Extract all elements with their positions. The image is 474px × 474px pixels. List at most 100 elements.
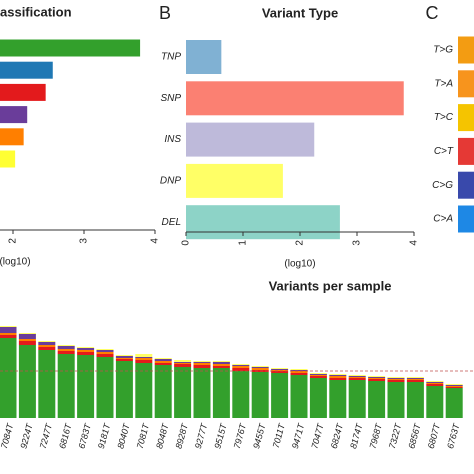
x-tick-label: 2: [295, 240, 306, 246]
bar-segment: [329, 374, 347, 375]
bar-segment: [96, 349, 114, 350]
bar-segment: [154, 359, 172, 361]
category-label: C>A: [433, 214, 453, 225]
sample-label: 9471T: [290, 421, 307, 450]
category-label: C>G: [432, 180, 453, 191]
bar-segment: [368, 381, 386, 418]
bar-segment: [212, 368, 230, 418]
sample-label: 9515T: [212, 421, 229, 450]
bar-segment: [406, 382, 424, 418]
bar-segment: [154, 363, 172, 365]
sample-label: 7084T: [0, 421, 16, 450]
x-tick-label: 0: [181, 240, 192, 246]
bar-segment: [309, 375, 327, 376]
sample-label: 9455T: [251, 421, 268, 450]
x-tick-label: 3: [79, 238, 90, 244]
bar-segment: [426, 382, 444, 383]
sample-label: 6783T: [77, 421, 94, 450]
bar: [0, 128, 24, 146]
bar-segment: [232, 366, 250, 368]
bar-segment: [232, 365, 250, 366]
bar-segment: [38, 342, 56, 345]
bar: [0, 106, 28, 124]
bar-segment: [0, 327, 17, 333]
bar-segment: [154, 358, 172, 359]
bar-segment: [445, 386, 463, 387]
category-label: C>T: [434, 146, 454, 157]
bar-segment: [193, 365, 211, 368]
bar-segment: [212, 364, 230, 366]
bar-segment: [212, 366, 230, 368]
panel-title: Variant Type: [262, 5, 338, 20]
bar-segment: [38, 347, 56, 350]
bar-segment: [57, 349, 75, 351]
bar-segment: [290, 369, 308, 370]
sample-label: 8174T: [348, 421, 365, 450]
bar-segment: [348, 375, 366, 376]
bar-segment: [309, 373, 327, 374]
sample-label: 7011T: [271, 421, 287, 449]
x-tick-label: 1: [238, 240, 249, 246]
bar-segment: [368, 378, 386, 379]
bar-segment: [251, 367, 269, 368]
category-label: INS: [164, 134, 181, 145]
bar-segment: [426, 386, 444, 418]
bar-segment: [96, 354, 114, 357]
bar-segment: [251, 366, 269, 367]
bar-segment: [368, 376, 386, 377]
bar-segment: [329, 378, 347, 380]
bar: [458, 205, 474, 233]
x-axis-label: (log10): [0, 257, 31, 268]
bar-segment: [426, 381, 444, 382]
bar-segment: [135, 357, 153, 358]
panel-label: B: [159, 3, 171, 23]
bar-segment: [174, 363, 192, 364]
bar-segment: [38, 350, 56, 418]
bar-segment: [387, 377, 405, 378]
bar-segment: [232, 371, 250, 418]
bar-segment: [193, 362, 211, 363]
bar-segment: [174, 360, 192, 362]
category-label: T>A: [434, 78, 453, 89]
sample-label: 6856T: [406, 421, 423, 450]
bar-segment: [57, 346, 75, 349]
category-label: T>C: [434, 112, 454, 123]
bar-segment: [329, 380, 347, 418]
bar-segment: [309, 374, 327, 375]
bar-segment: [406, 379, 424, 380]
bar-segment: [329, 375, 347, 376]
bar-segment: [96, 357, 114, 418]
bar-segment: [57, 354, 75, 418]
bar-segment: [232, 368, 250, 371]
bar-segment: [426, 383, 444, 384]
bar: [0, 61, 53, 79]
x-tick-label: 4: [409, 240, 420, 246]
bar-segment: [309, 376, 327, 378]
bar: [0, 39, 141, 57]
bar-segment: [251, 372, 269, 418]
bar-segment: [174, 364, 192, 367]
bar-segment: [115, 358, 133, 359]
sample-label: 9181T: [96, 421, 113, 450]
bar-segment: [271, 371, 289, 373]
sample-label: 8040T: [115, 421, 132, 450]
x-axis-label: (log10): [284, 259, 315, 270]
bar-segment: [445, 384, 463, 385]
bar-segment: [18, 345, 36, 418]
bar-segment: [18, 341, 36, 345]
bar-segment: [115, 356, 133, 358]
bar-segment: [406, 377, 424, 378]
bar-segment: [18, 334, 36, 339]
bar-segment: [193, 361, 211, 362]
bar: [0, 83, 46, 101]
bar: [186, 163, 283, 198]
sample-label: 9224T: [18, 421, 35, 450]
bar-segment: [290, 375, 308, 418]
bar-segment: [445, 387, 463, 388]
bar-segment: [368, 379, 386, 381]
bar-segment: [0, 338, 17, 418]
bar-segment: [193, 368, 211, 418]
bar-segment: [18, 333, 36, 334]
bar: [458, 36, 474, 64]
bar-segment: [96, 352, 114, 354]
